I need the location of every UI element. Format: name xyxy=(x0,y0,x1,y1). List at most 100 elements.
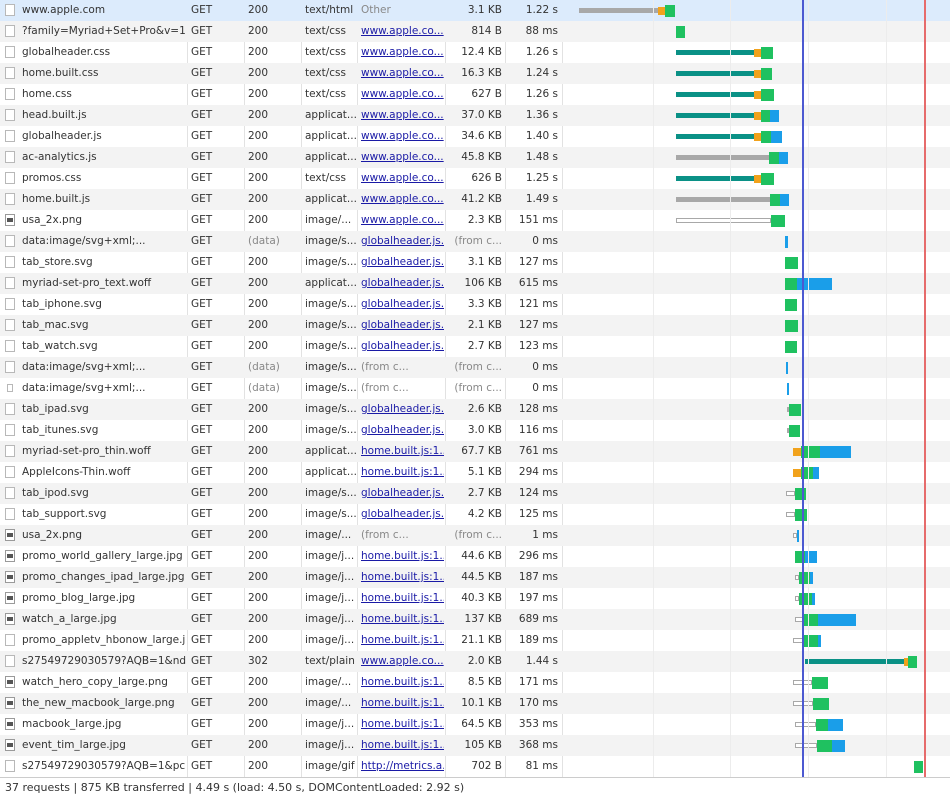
request-row[interactable]: usa_2x.png GET 200 image/... (from c... (from… xyxy=(0,525,950,546)
request-initiator[interactable]: home.built.js:1... xyxy=(361,571,444,583)
request-name[interactable]: tab_store.svg xyxy=(22,256,93,268)
request-row[interactable]: macbook_large.jpg GET 200 image/j... home.bu… xyxy=(0,714,950,735)
request-row[interactable]: www.apple.com GET 200 text/html Other 3.1 KB 1… xyxy=(0,0,950,21)
request-name[interactable]: watch_hero_copy_large.png xyxy=(22,676,168,688)
request-initiator[interactable]: home.built.js:1... xyxy=(361,739,444,751)
request-name[interactable]: tab_ipod.svg xyxy=(22,487,89,499)
request-name[interactable]: www.apple.com xyxy=(22,4,106,16)
request-row[interactable]: tab_iphone.svg GET 200 image/s... globalhead… xyxy=(0,294,950,315)
request-initiator[interactable]: www.apple.co... xyxy=(361,46,444,58)
request-name[interactable]: tab_watch.svg xyxy=(22,340,98,352)
request-row[interactable]: tab_store.svg GET 200 image/s... globalheade… xyxy=(0,252,950,273)
request-row[interactable]: data:image/svg+xml;... GET (data) image/s..… xyxy=(0,357,950,378)
request-initiator[interactable]: globalheader.js... xyxy=(361,508,444,520)
request-initiator[interactable]: Other xyxy=(361,4,391,16)
request-name[interactable]: ?family=Myriad+Set+Pro&v=1 xyxy=(22,25,186,37)
request-row[interactable]: globalheader.js GET 200 applicat... www.appl… xyxy=(0,126,950,147)
request-row[interactable]: promo_appletv_hbonow_large.j... GET 200 ima… xyxy=(0,630,950,651)
request-row[interactable]: tab_ipad.svg GET 200 image/s... globalheader… xyxy=(0,399,950,420)
request-initiator[interactable]: www.apple.co... xyxy=(361,130,444,142)
request-row[interactable]: watch_a_large.jpg GET 200 image/j... home.bu… xyxy=(0,609,950,630)
request-initiator[interactable]: globalheader.js... xyxy=(361,256,444,268)
request-row[interactable]: home.built.js GET 200 applicat... www.apple.… xyxy=(0,189,950,210)
request-name[interactable]: usa_2x.png xyxy=(22,529,83,541)
request-row[interactable]: watch_hero_copy_large.png GET 200 image/...… xyxy=(0,672,950,693)
request-row[interactable]: data:image/svg+xml;... GET (data) image/s..… xyxy=(0,231,950,252)
request-row[interactable]: s27549729030579?AQB=1&pc... GET 200 image/g… xyxy=(0,756,950,777)
request-name[interactable]: AppleIcons-Thin.woff xyxy=(22,466,131,478)
request-initiator[interactable]: globalheader.js... xyxy=(361,487,444,499)
request-name[interactable]: s27549729030579?AQB=1&nd... xyxy=(22,655,186,667)
request-initiator[interactable]: (from c... xyxy=(361,361,409,373)
request-name[interactable]: event_tim_large.jpg xyxy=(22,739,126,751)
request-name[interactable]: watch_a_large.jpg xyxy=(22,613,117,625)
request-name[interactable]: tab_ipad.svg xyxy=(22,403,89,415)
request-initiator[interactable]: www.apple.co... xyxy=(361,109,444,121)
request-row[interactable]: tab_mac.svg GET 200 image/s... globalheader.… xyxy=(0,315,950,336)
request-name[interactable]: promo_world_gallery_large.jpg xyxy=(22,550,183,562)
request-initiator[interactable]: home.built.js:1... xyxy=(361,613,444,625)
request-initiator[interactable]: www.apple.co... xyxy=(361,193,444,205)
request-initiator[interactable]: home.built.js:1... xyxy=(361,445,444,457)
request-name[interactable]: usa_2x.png xyxy=(22,214,83,226)
request-name[interactable]: globalheader.js xyxy=(22,130,102,142)
request-name[interactable]: tab_mac.svg xyxy=(22,319,89,331)
request-initiator[interactable]: globalheader.js... xyxy=(361,340,444,352)
request-initiator[interactable]: home.built.js:1... xyxy=(361,676,444,688)
request-row[interactable]: ac-analytics.js GET 200 applicat... www.appl… xyxy=(0,147,950,168)
request-initiator[interactable]: globalheader.js... xyxy=(361,319,444,331)
request-name[interactable]: data:image/svg+xml;... xyxy=(22,382,146,394)
request-name[interactable]: tab_support.svg xyxy=(22,508,107,520)
request-row[interactable]: home.built.css GET 200 text/css www.apple.co… xyxy=(0,63,950,84)
request-name[interactable]: promo_blog_large.jpg xyxy=(22,592,136,604)
request-name[interactable]: tab_itunes.svg xyxy=(22,424,99,436)
request-initiator[interactable]: www.apple.co... xyxy=(361,655,444,667)
request-initiator[interactable]: globalheader.js... xyxy=(361,277,444,289)
request-row[interactable]: promo_world_gallery_large.jpg GET 200 image… xyxy=(0,546,950,567)
request-initiator[interactable]: globalheader.js... xyxy=(361,424,444,436)
request-initiator[interactable]: home.built.js:1... xyxy=(361,592,444,604)
request-name[interactable]: the_new_macbook_large.png xyxy=(22,697,175,709)
request-initiator[interactable]: home.built.js:1... xyxy=(361,697,444,709)
request-name[interactable]: myriad-set-pro_thin.woff xyxy=(22,445,151,457)
request-row[interactable]: ?family=Myriad+Set+Pro&v=1 GET 200 text/css… xyxy=(0,21,950,42)
request-name[interactable]: macbook_large.jpg xyxy=(22,718,122,730)
request-name[interactable]: promos.css xyxy=(22,172,82,184)
request-initiator[interactable]: globalheader.js... xyxy=(361,235,444,247)
request-initiator[interactable]: http://metrics.a... xyxy=(361,760,444,772)
request-name[interactable]: home.built.js xyxy=(22,193,91,205)
request-initiator[interactable]: www.apple.co... xyxy=(361,214,444,226)
request-row[interactable]: home.css GET 200 text/css www.apple.co... 627… xyxy=(0,84,950,105)
request-name[interactable]: myriad-set-pro_text.woff xyxy=(22,277,152,289)
request-row[interactable]: myriad-set-pro_thin.woff GET 200 applicat..… xyxy=(0,441,950,462)
request-row[interactable]: globalheader.css GET 200 text/css www.apple.… xyxy=(0,42,950,63)
request-row[interactable]: tab_watch.svg GET 200 image/s... globalheade… xyxy=(0,336,950,357)
request-name[interactable]: promo_changes_ipad_large.jpg xyxy=(22,571,185,583)
request-row[interactable]: tab_itunes.svg GET 200 image/s... globalhead… xyxy=(0,420,950,441)
request-initiator[interactable]: home.built.js:1... xyxy=(361,718,444,730)
request-row[interactable]: tab_support.svg GET 200 image/s... globalhea… xyxy=(0,504,950,525)
request-row[interactable]: promo_blog_large.jpg GET 200 image/j... home… xyxy=(0,588,950,609)
request-name[interactable]: data:image/svg+xml;... xyxy=(22,361,146,373)
request-name[interactable]: s27549729030579?AQB=1&pc... xyxy=(22,760,186,772)
request-name[interactable]: promo_appletv_hbonow_large.j... xyxy=(22,634,186,646)
request-row[interactable]: tab_ipod.svg GET 200 image/s... globalheader… xyxy=(0,483,950,504)
request-name[interactable]: data:image/svg+xml;... xyxy=(22,235,146,247)
request-initiator[interactable]: www.apple.co... xyxy=(361,172,444,184)
request-name[interactable]: ac-analytics.js xyxy=(22,151,97,163)
request-initiator[interactable]: www.apple.co... xyxy=(361,88,444,100)
request-name[interactable]: home.built.css xyxy=(22,67,99,79)
request-name[interactable]: tab_iphone.svg xyxy=(22,298,102,310)
request-initiator[interactable]: globalheader.js... xyxy=(361,403,444,415)
request-name[interactable]: head.built.js xyxy=(22,109,87,121)
request-initiator[interactable]: (from c... xyxy=(361,382,409,394)
request-row[interactable]: head.built.js GET 200 applicat... www.apple.… xyxy=(0,105,950,126)
request-row[interactable]: promos.css GET 200 text/css www.apple.co... 6… xyxy=(0,168,950,189)
request-initiator[interactable]: home.built.js:1... xyxy=(361,550,444,562)
request-name[interactable]: globalheader.css xyxy=(22,46,111,58)
request-initiator[interactable]: www.apple.co... xyxy=(361,25,444,37)
request-row[interactable]: myriad-set-pro_text.woff GET 200 applicat..… xyxy=(0,273,950,294)
request-row[interactable]: AppleIcons-Thin.woff GET 200 applicat... hom… xyxy=(0,462,950,483)
request-row[interactable]: promo_changes_ipad_large.jpg GET 200 image/… xyxy=(0,567,950,588)
request-row[interactable]: data:image/svg+xml;... GET (data) image/s..… xyxy=(0,378,950,399)
